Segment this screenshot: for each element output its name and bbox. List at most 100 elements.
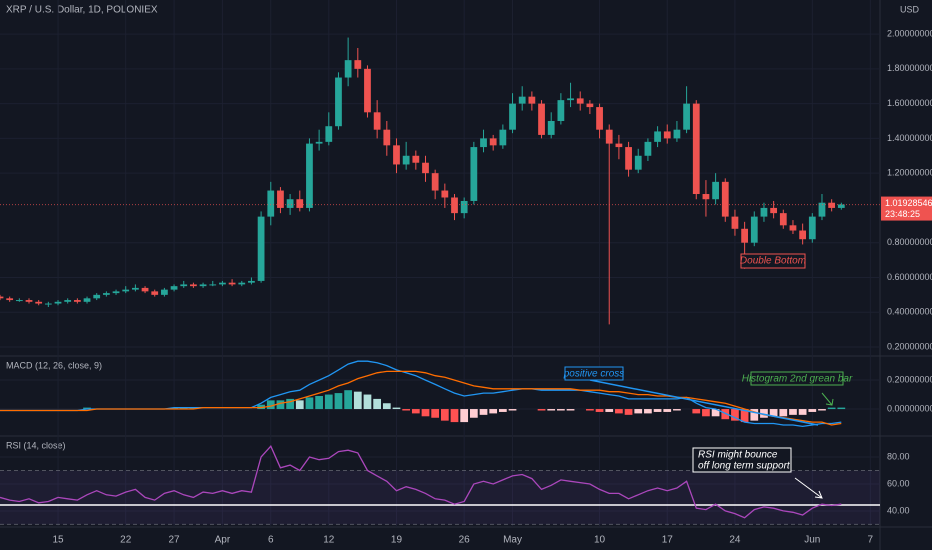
x-tick-label: 10: [594, 535, 606, 546]
candle-body: [673, 129, 681, 139]
candle-body: [344, 60, 352, 78]
candle-body: [731, 216, 739, 229]
histogram-bar: [692, 409, 701, 414]
candle-body: [0, 296, 4, 299]
candle-body: [470, 147, 478, 201]
histogram-bar: [411, 409, 420, 414]
candle-body: [170, 286, 178, 290]
candle-body: [402, 155, 410, 165]
candle-body: [132, 287, 139, 290]
candle-body: [35, 301, 43, 304]
y-tick-label: 1.80000000: [887, 63, 932, 73]
candle-body: [238, 282, 246, 285]
histogram-bar: [624, 409, 633, 415]
x-tick-label: Apr: [215, 535, 231, 546]
note: Double Bottom: [740, 256, 806, 267]
note-box: [564, 366, 624, 381]
candle-body: [567, 98, 574, 101]
note: off long term support: [698, 461, 791, 472]
candle-body: [141, 287, 149, 292]
candle-body: [837, 204, 845, 208]
x-tick-label: Jun: [804, 535, 820, 546]
histogram-bar: [392, 407, 401, 410]
candle-body: [712, 181, 719, 200]
candle-body: [151, 291, 159, 295]
histogram-bar: [305, 397, 314, 410]
candle-body: [267, 190, 275, 217]
candle-body: [799, 230, 807, 240]
histogram-bar: [798, 409, 807, 415]
note: positive cross: [563, 369, 625, 380]
candle-body: [296, 199, 304, 208]
histogram-bar: [644, 409, 652, 414]
candle-body: [654, 131, 661, 142]
y-tick-label: 0.20000000: [887, 341, 932, 351]
candle-body: [354, 60, 362, 69]
line-series: [0, 370, 842, 426]
candle-body: [451, 197, 458, 214]
candle-body: [228, 282, 236, 285]
candle-body: [335, 77, 342, 127]
candle-body: [576, 98, 584, 104]
candle-body: [808, 216, 816, 240]
candle-body: [286, 199, 294, 208]
candle-body: [779, 213, 787, 226]
histogram-bar: [460, 409, 469, 423]
histogram-bar: [702, 409, 710, 417]
candle-body: [557, 100, 565, 121]
histogram-bar: [615, 409, 623, 414]
histogram-bar: [353, 391, 362, 410]
y-tick-label: 40.00: [887, 505, 910, 515]
candle-body: [692, 103, 700, 195]
candle-body: [306, 143, 313, 208]
rsi-title: RSI (14, close): [6, 440, 66, 450]
arrow: [821, 392, 834, 406]
candle-body: [219, 282, 226, 285]
histogram-bar: [440, 409, 449, 421]
histogram-bar: [547, 409, 556, 411]
candle-body: [538, 103, 545, 135]
candle-body: [44, 303, 52, 305]
candle-body: [441, 190, 449, 198]
candle-body: [199, 284, 207, 287]
note-box: [750, 371, 844, 386]
candle-body: [73, 300, 81, 302]
histogram-bar: [286, 398, 294, 410]
histogram-bar: [479, 409, 488, 415]
histogram-bar: [508, 409, 517, 411]
histogram-bar: [469, 409, 478, 418]
currency-label: USD: [900, 4, 920, 14]
histogram-bar: [334, 393, 343, 410]
histogram-bar: [276, 400, 285, 410]
candle-body: [64, 300, 72, 302]
candle-body: [499, 129, 507, 146]
histogram-bar: [731, 409, 739, 421]
candle-body: [625, 147, 632, 170]
note-box: [740, 253, 806, 269]
histogram-bar: [566, 409, 575, 411]
y-tick-label: 1.20000000: [887, 168, 932, 178]
candle-body: [741, 228, 748, 243]
x-tick-label: 22: [120, 535, 132, 546]
histogram-bar: [344, 390, 352, 410]
histogram-bar: [789, 409, 797, 415]
candle-body: [15, 300, 23, 302]
histogram-bar: [170, 407, 178, 410]
y-tick-label: 1.60000000: [887, 98, 932, 108]
candle-body: [257, 216, 265, 281]
candle-body: [605, 129, 613, 144]
y-tick-label: 2.00000000: [887, 28, 932, 38]
candle-body: [83, 298, 91, 302]
histogram-bar: [450, 409, 459, 423]
histogram-bar: [808, 409, 817, 412]
candle-body: [634, 155, 642, 170]
last-price-label: 1.01928546: [885, 198, 932, 208]
x-tick-label: 27: [169, 535, 181, 546]
histogram-bar: [537, 409, 546, 411]
candle-body: [460, 200, 468, 214]
candle-body: [25, 300, 33, 302]
candle-body: [364, 68, 371, 113]
candle-body: [480, 138, 487, 148]
histogram-bar: [402, 409, 411, 411]
